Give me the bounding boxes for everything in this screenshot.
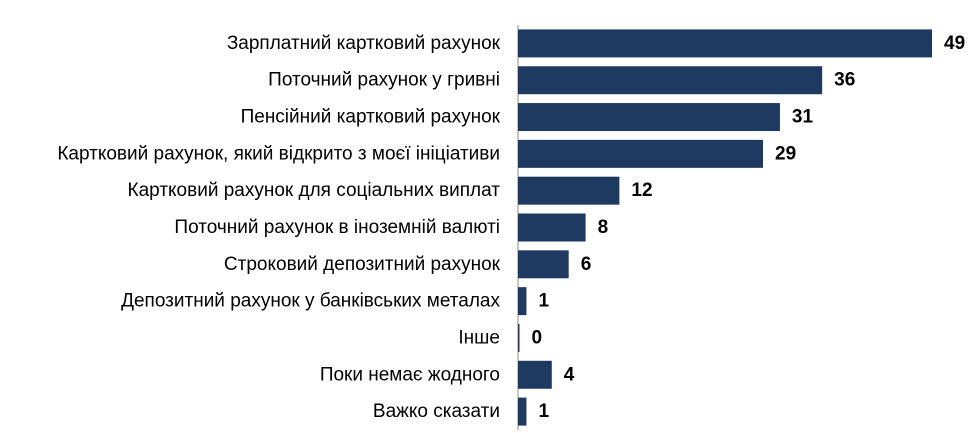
category-label-6: Строковий депозитний рахунок xyxy=(224,254,501,275)
bar-10 xyxy=(518,397,527,426)
value-label-9: 4 xyxy=(564,364,575,385)
value-label-5: 8 xyxy=(598,217,609,238)
bar-5 xyxy=(518,213,586,242)
category-label-2: Пенсійний картковий рахунок xyxy=(241,107,501,128)
bar-3 xyxy=(518,139,764,168)
bar-2 xyxy=(518,103,780,132)
category-label-1: Поточний рахунок у гривні xyxy=(268,70,500,91)
bar-0 xyxy=(518,29,932,58)
value-label-7: 1 xyxy=(538,291,549,312)
bar-8 xyxy=(518,323,520,352)
bar-1 xyxy=(518,66,823,95)
value-label-1: 36 xyxy=(834,70,855,91)
category-label-8: Інше xyxy=(458,327,500,348)
category-label-5: Поточний рахунок в іноземній валюті xyxy=(174,217,500,238)
bar-4 xyxy=(518,176,620,205)
bar-6 xyxy=(518,250,569,279)
value-label-2: 31 xyxy=(792,107,814,128)
category-label-4: Картковий рахунок для соціальних виплат xyxy=(128,180,501,201)
category-label-3: Картковий рахунок, який відкрито з моєї … xyxy=(57,143,500,164)
value-label-10: 1 xyxy=(538,401,549,422)
category-label-0: Зарплатний картковий рахунок xyxy=(227,33,501,54)
category-label-7: Депозитний рахунок у банківських металах xyxy=(121,291,500,312)
value-label-3: 29 xyxy=(775,143,796,164)
category-label-9: Поки немає жодного xyxy=(320,364,500,385)
bar-9 xyxy=(518,360,552,389)
value-label-0: 49 xyxy=(944,33,965,54)
value-label-4: 12 xyxy=(631,180,652,201)
value-label-8: 0 xyxy=(532,327,543,348)
bar-7 xyxy=(518,287,527,316)
category-label-10: Важко сказати xyxy=(373,401,500,422)
bar-series: Зарплатний картковий рахунок 49 Поточний р… xyxy=(57,29,965,426)
value-label-6: 6 xyxy=(581,254,592,275)
